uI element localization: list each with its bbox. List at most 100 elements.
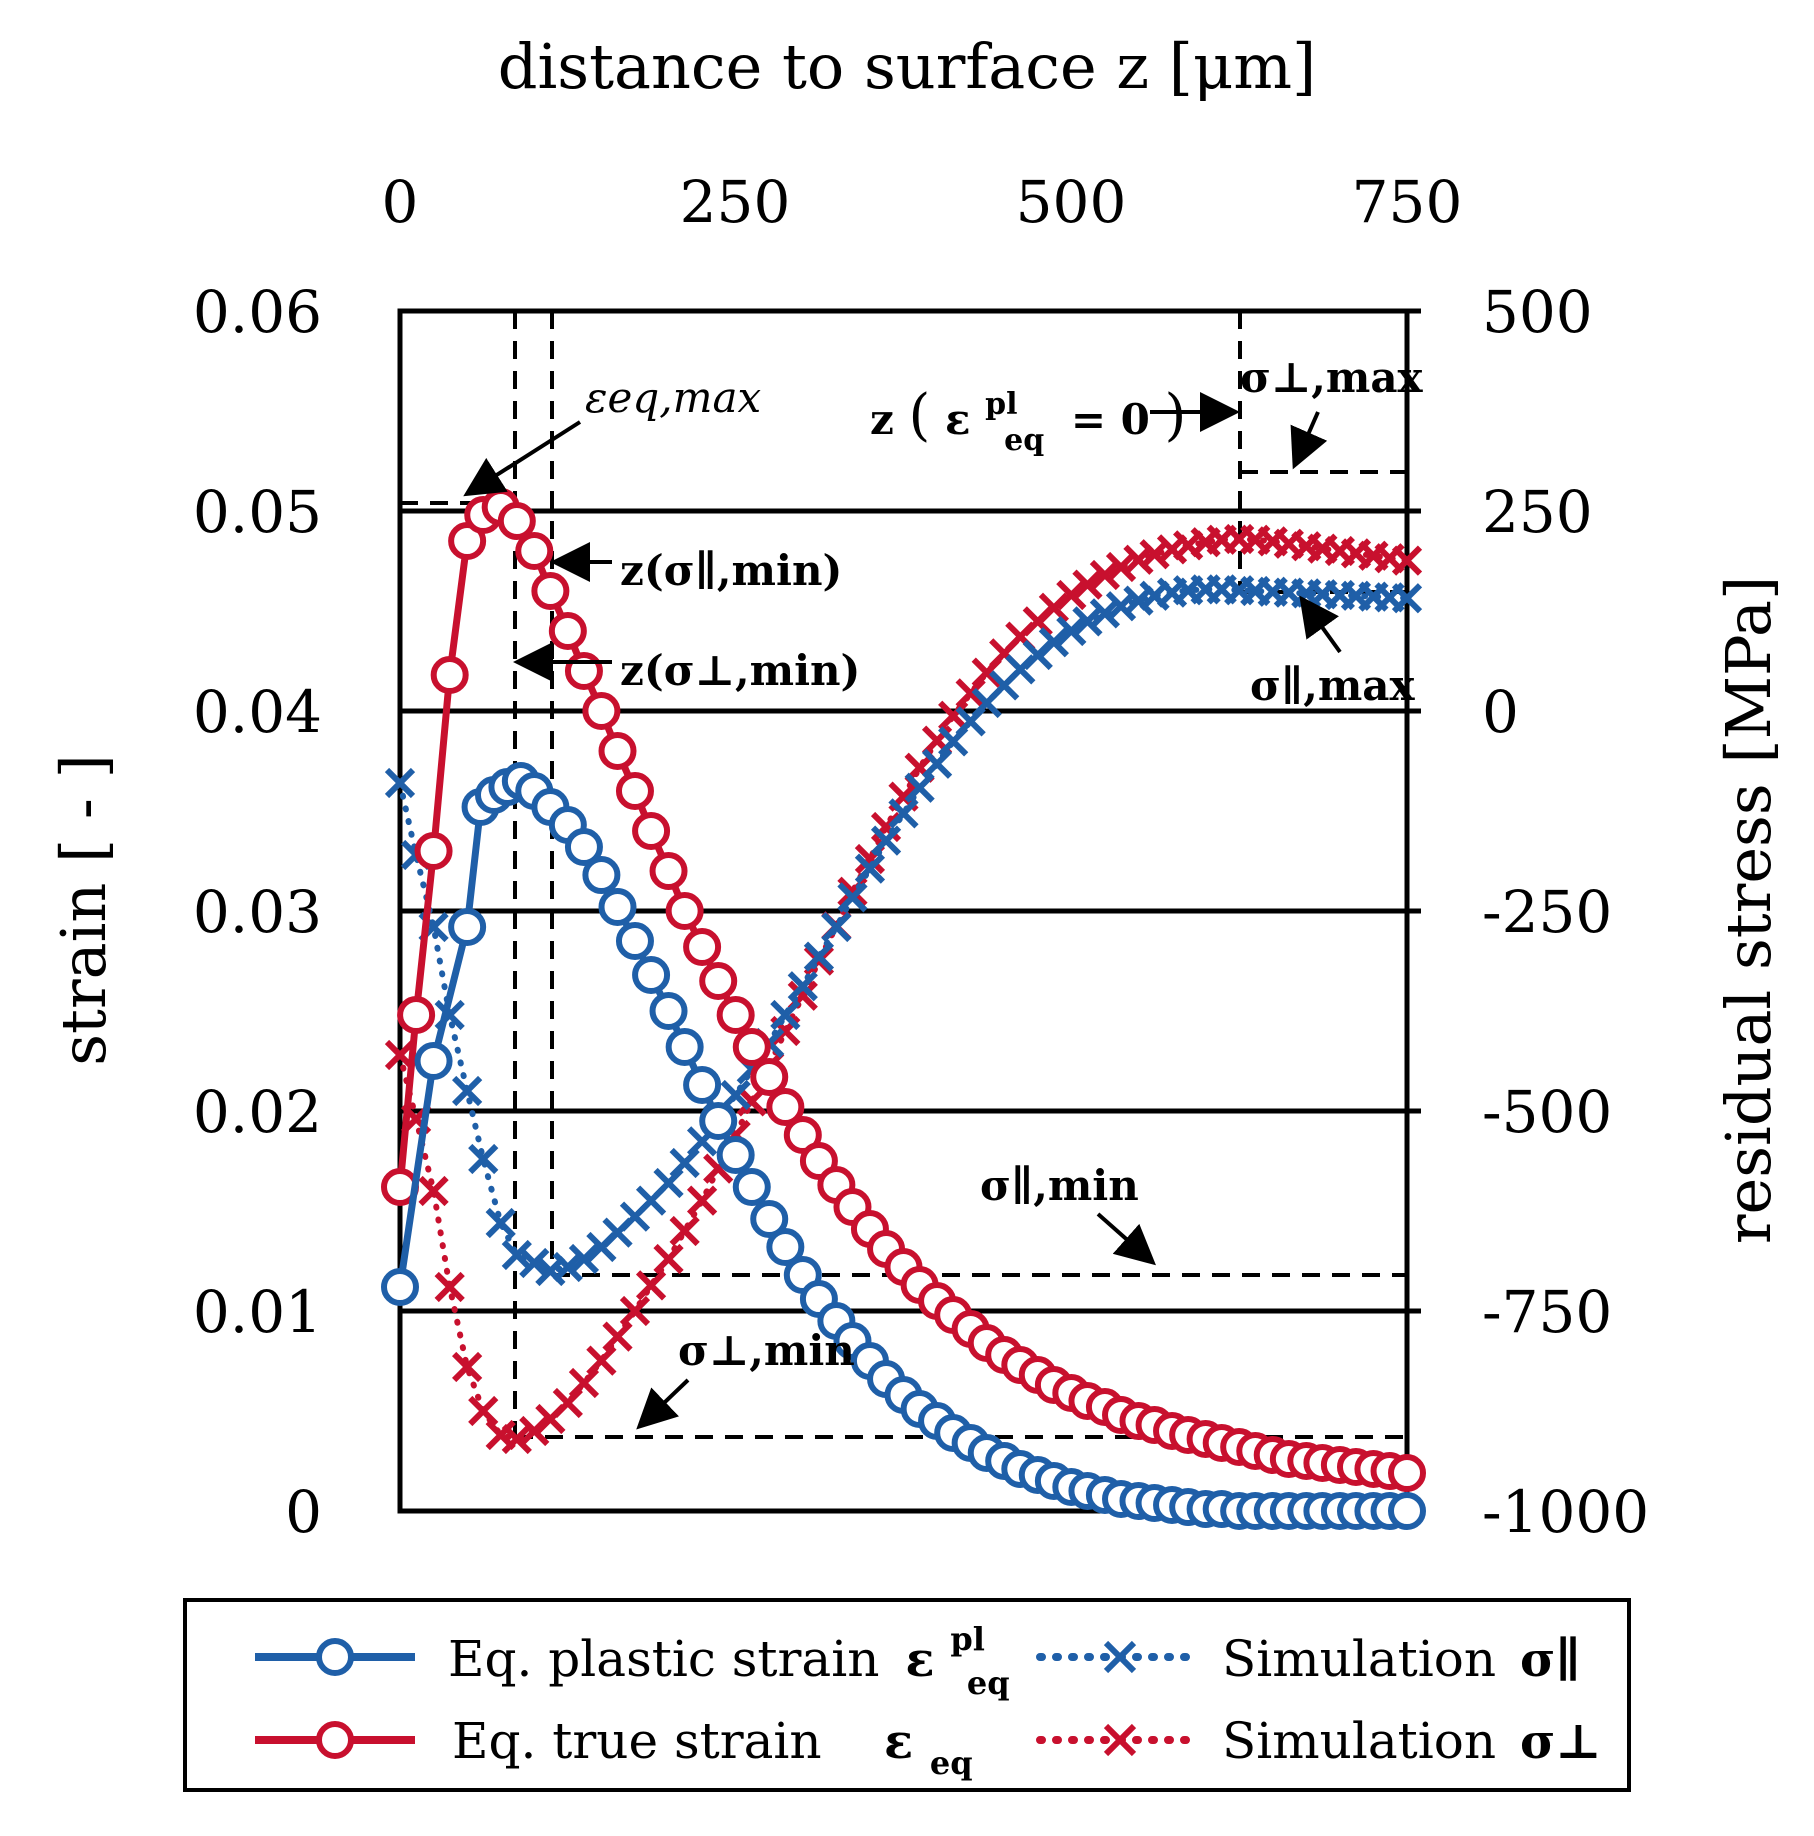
y-right-tick-label: -1000 — [1482, 1478, 1649, 1546]
annotation-z-eps-zero-prefix: z — [870, 395, 894, 444]
legend-item-true-strain: Eq. true strain ε eq — [255, 1712, 973, 1782]
data-point-circle-marker — [598, 888, 637, 926]
x-axis-title: distance to surface z [μm] — [498, 30, 1316, 103]
data-point-x-marker — [837, 876, 868, 907]
data-point-circle-marker — [598, 732, 637, 770]
data-point-circle-marker — [497, 502, 536, 540]
data-point-circle-marker — [381, 1268, 419, 1306]
series-3 — [384, 523, 1423, 1455]
data-point-x-marker — [552, 1251, 583, 1283]
y-right-tick-label: -500 — [1482, 1078, 1612, 1146]
data-point-circle-marker — [564, 828, 603, 866]
annotation-arrow — [463, 420, 582, 497]
data-point-x-marker — [568, 1367, 600, 1399]
data-point-x-marker — [1391, 545, 1423, 576]
data-point-circle-marker — [564, 652, 603, 690]
data-point-x-marker — [1123, 544, 1154, 575]
data-point-circle-marker — [582, 692, 621, 730]
data-point-circle-marker — [716, 996, 755, 1034]
legend-label-text: Simulation — [1222, 1630, 1496, 1688]
data-point-x-marker — [837, 882, 868, 913]
x-tick-label: 0 — [382, 168, 419, 236]
x-tick-label: 250 — [680, 168, 791, 236]
legend-label-sym: ε — [905, 1632, 934, 1688]
legend-label-text: Simulation — [1222, 1712, 1496, 1770]
data-point-x-marker — [468, 1395, 499, 1427]
annotation-z-eps-zero-sym: ε — [945, 395, 971, 444]
annotation-z-sigma-perp-min: z(σ⊥,min) — [620, 646, 860, 695]
annotation-z-eps-zero-sub: eq — [1004, 423, 1044, 458]
legend-label: Simulation σ⊥ — [1222, 1712, 1601, 1770]
data-point-x-marker — [619, 1295, 651, 1327]
legend-label-text: Eq. true strain — [452, 1712, 822, 1770]
data-point-x-marker — [1391, 583, 1423, 614]
annotation-z-eps-zero: z ( ε pl eq = 0 ) — [870, 375, 1186, 460]
y-right-tick-label: -750 — [1482, 1278, 1612, 1346]
data-point-x-marker — [803, 941, 835, 972]
y-right-tick-label: 250 — [1482, 478, 1593, 546]
data-point-x-marker — [501, 1239, 532, 1271]
data-point-x-marker — [434, 1271, 465, 1303]
data-point-x-marker — [1089, 598, 1121, 629]
y-left-tick-label: 0.06 — [193, 278, 322, 346]
data-point-x-marker — [653, 1243, 684, 1275]
data-point-circle-marker — [414, 1042, 453, 1080]
legend-label-sym: σ⊥ — [1520, 1714, 1601, 1770]
data-point-circle-marker — [531, 572, 570, 610]
data-point-x-marker — [669, 1215, 700, 1247]
series-0 — [381, 762, 1426, 1530]
data-point-x-marker — [602, 1321, 633, 1352]
legend-swatch-marker — [1103, 1640, 1137, 1674]
annotation-sigma-par-min: σ∥,min — [980, 1161, 1139, 1210]
data-point-x-marker — [384, 767, 416, 799]
y-right-tick-label: 0 — [1482, 678, 1519, 746]
legend-swatch-marker — [1103, 1723, 1137, 1757]
data-point-x-marker — [720, 1079, 751, 1111]
annotation-arrow — [1096, 1212, 1156, 1266]
data-point-circle-marker — [665, 892, 704, 930]
data-point-x-marker — [519, 1247, 550, 1279]
data-point-circle-marker — [1388, 1454, 1426, 1492]
y-left-tick-label: 0.02 — [193, 1078, 322, 1146]
data-point-x-marker — [586, 1345, 617, 1376]
legend-label-sym-main: ε — [884, 1714, 913, 1770]
data-point-circle-marker — [615, 772, 654, 810]
data-point-circle-marker — [699, 1102, 738, 1140]
annotation-sigma-perp-min: σ⊥,min — [678, 1326, 855, 1375]
annotation-z-sigma-par-min: z(σ∥,min) — [620, 546, 842, 595]
series-2 — [384, 574, 1423, 1287]
data-point-circle-marker — [397, 996, 436, 1034]
y-left-tick-label: 0.01 — [193, 1278, 322, 1346]
legend-label-sub: eq — [930, 1744, 973, 1782]
data-point-circle-marker — [632, 812, 671, 850]
data-point-x-marker — [821, 911, 852, 943]
data-point-circle-marker — [448, 908, 487, 946]
data-point-x-marker — [418, 1175, 449, 1207]
annotation-eps-max: εeq,max — [585, 373, 761, 422]
data-point-x-marker — [955, 678, 986, 709]
data-point-x-marker — [770, 999, 801, 1031]
legend-label-sub: eq — [967, 1664, 1010, 1702]
y-axis-left-title: strain [ - ] — [47, 754, 120, 1066]
series-1 — [381, 488, 1426, 1492]
y-right-tick-label: -250 — [1482, 878, 1612, 946]
data-point-circle-marker — [732, 1028, 771, 1066]
annotation-arrow — [636, 1378, 690, 1430]
plot-frame — [397, 308, 1410, 1514]
y-right-tick-label: 500 — [1482, 278, 1593, 346]
data-point-x-marker — [452, 1351, 483, 1383]
data-point-x-marker — [568, 1243, 600, 1275]
data-point-circle-marker — [766, 1088, 805, 1126]
data-point-x-marker — [485, 1207, 516, 1239]
data-point-x-marker — [1056, 579, 1087, 611]
data-point-x-marker — [1072, 606, 1103, 637]
data-point-x-marker — [468, 1143, 499, 1175]
data-point-circle-marker — [750, 1200, 789, 1238]
data-point-circle-marker — [430, 656, 469, 694]
y-left-tick-label: 0.03 — [193, 878, 322, 946]
data-point-circle-marker — [665, 1028, 704, 1066]
data-point-x-marker — [904, 772, 935, 803]
legend: Eq. plastic strain ε pl eq Eq. true stra… — [183, 1598, 1631, 1792]
legend-item-sim-perp: Simulation σ⊥ — [1036, 1712, 1601, 1770]
